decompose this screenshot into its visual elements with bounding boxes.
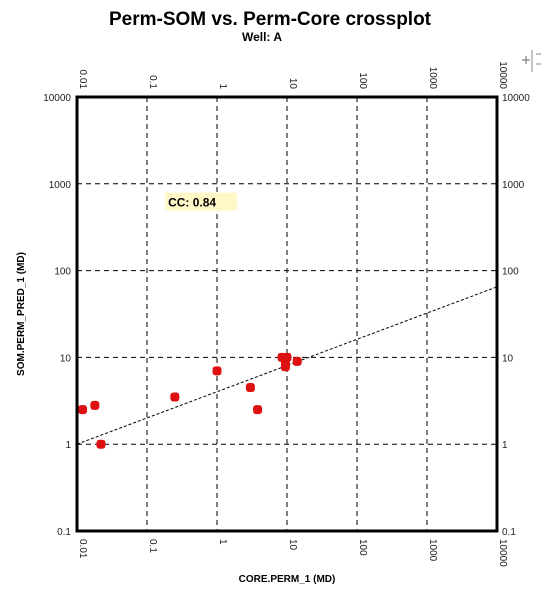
y-tick-label-left-0: 0.1	[57, 527, 71, 538]
y-tick-label-right-4: 1000	[502, 180, 525, 191]
y-tick-label-left-5: 10000	[43, 93, 71, 104]
x-tick-label-bottom-1: 0.1	[147, 539, 158, 553]
y-tick-label-left-4: 1000	[49, 180, 72, 191]
top-right-legend-icon	[522, 50, 541, 72]
cc-annotation-text: CC: 0.84	[168, 196, 216, 210]
plot-frame	[75, 95, 499, 533]
data-point-11	[292, 356, 302, 366]
x-tick-label-bottom-0: 0.01	[77, 539, 88, 559]
data-point-3	[170, 392, 180, 402]
data-point-9	[280, 362, 290, 372]
cc-annotation: CC: 0.84	[165, 192, 238, 211]
y-tick-label-left-3: 100	[54, 267, 71, 278]
x-tick-label-top-0: 0.01	[77, 70, 88, 90]
data-point-4	[212, 366, 222, 376]
tick-labels: 0.01 0.1 1 10 100 1000 10000 0.01 0.1 1 10 100 1000 1…	[43, 61, 530, 567]
y-tick-label-right-0: 0.1	[502, 527, 516, 538]
data-point-0	[78, 405, 88, 415]
y-tick-label-left-1: 1	[65, 440, 71, 451]
x-tick-label-bottom-6: 10000	[497, 539, 508, 567]
data-point-5	[245, 383, 255, 393]
x-axis-label: CORE.PERM_1 (MD)	[239, 574, 336, 585]
data-point-2	[96, 439, 106, 449]
cc-annotation-box	[165, 192, 238, 211]
x-tick-label-bottom-2: 1	[217, 539, 228, 545]
y-tick-label-left-2: 10	[60, 353, 72, 364]
x-tick-label-bottom-4: 100	[357, 539, 368, 556]
y-axis-label: SOM.PERM_PRED_1 (MD)	[16, 252, 27, 376]
x-tick-label-top-6: 10000	[497, 61, 508, 89]
x-tick-label-top-1: 0.1	[147, 75, 158, 89]
data-point-6	[253, 405, 263, 415]
x-tick-label-top-3: 10	[287, 78, 298, 90]
y-tick-label-right-5: 10000	[502, 93, 530, 104]
data-point-1	[90, 400, 100, 410]
chart-title: Perm-SOM vs. Perm-Core crossplot	[109, 9, 432, 30]
x-tick-label-bottom-5: 1000	[427, 539, 438, 562]
y-tick-label-right-3: 100	[502, 267, 519, 278]
x-tick-label-top-4: 100	[357, 72, 368, 89]
y-tick-label-right-2: 10	[502, 353, 514, 364]
x-tick-label-top-5: 1000	[427, 67, 438, 90]
x-tick-label-bottom-3: 10	[287, 539, 298, 551]
x-tick-label-top-2: 1	[217, 83, 228, 89]
grid-lines	[76, 96, 498, 532]
y-tick-label-right-1: 1	[502, 440, 508, 451]
data-point-10	[282, 352, 292, 362]
data-points	[78, 352, 302, 449]
chart-subtitle: Well: A	[242, 30, 282, 44]
